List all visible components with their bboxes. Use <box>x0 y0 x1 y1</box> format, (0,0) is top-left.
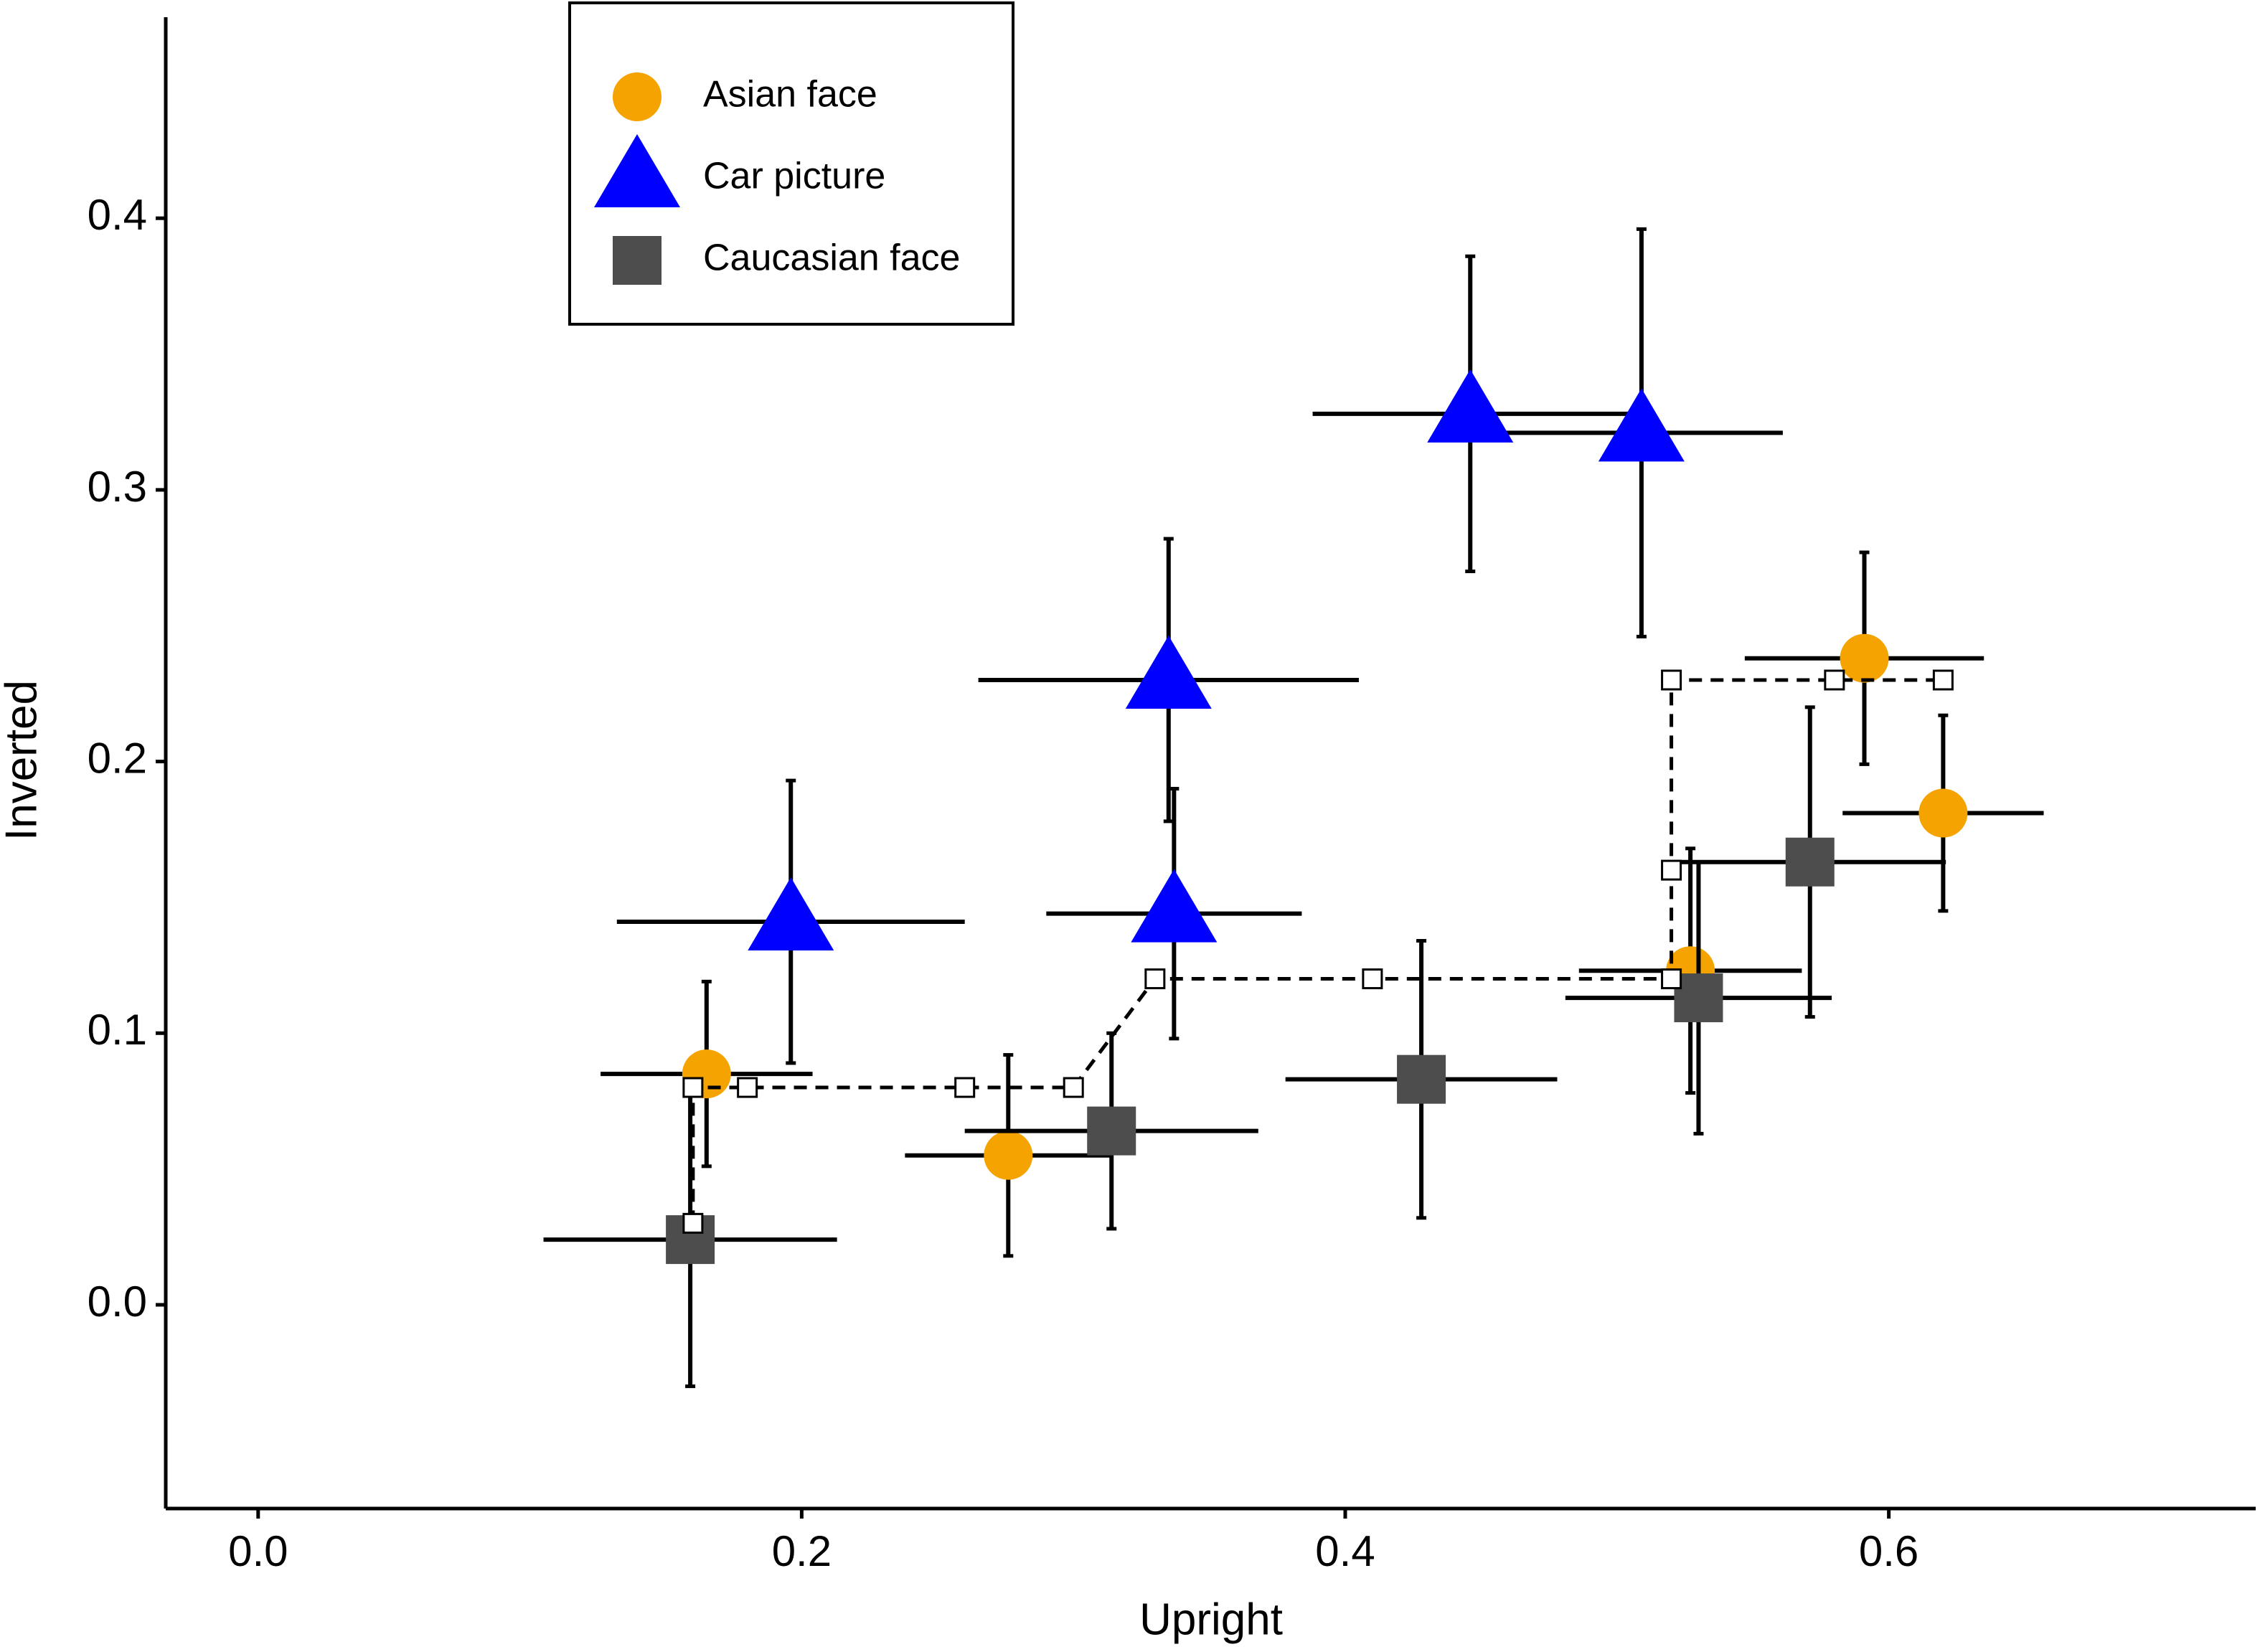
point <box>1840 633 1889 683</box>
y-axis-label: Inverted <box>0 680 46 841</box>
x-axis-label: Upright <box>1139 1595 1283 1644</box>
legend-marker <box>613 236 661 285</box>
point <box>1661 669 1682 691</box>
point <box>1674 973 1723 1023</box>
point <box>1144 968 1166 990</box>
point <box>1932 669 1954 691</box>
point <box>1063 1077 1084 1098</box>
legend-marker <box>594 134 680 207</box>
point <box>1125 636 1212 709</box>
x-tick-label: 0.6 <box>1859 1527 1918 1575</box>
point <box>1131 869 1218 943</box>
legend-label: Asian face <box>703 74 877 115</box>
x-tick-label: 0.0 <box>228 1527 288 1575</box>
point <box>737 1077 758 1098</box>
point <box>1785 837 1835 887</box>
point <box>1598 388 1685 462</box>
point <box>954 1077 976 1098</box>
x-tick-label: 0.4 <box>1315 1527 1375 1575</box>
point <box>1918 788 1968 838</box>
legend: Asian face Car picture Caucasian face <box>568 1 1014 326</box>
point <box>682 1077 704 1098</box>
legend-label: Car picture <box>703 156 885 197</box>
x-tick-label: 0.2 <box>772 1527 832 1575</box>
point <box>1087 1106 1136 1156</box>
step-line <box>691 678 1944 1224</box>
point <box>1427 369 1514 443</box>
point <box>1362 968 1383 990</box>
y-tick-label: 0.1 <box>88 1006 147 1054</box>
point <box>748 877 834 951</box>
point <box>1661 859 1682 881</box>
y-tick-label: 0.2 <box>88 734 147 782</box>
y-tick-label: 0.4 <box>88 191 147 239</box>
y-tick-label: 0.0 <box>88 1278 147 1326</box>
point <box>682 1212 704 1234</box>
point <box>1824 669 1845 691</box>
point <box>1661 968 1682 990</box>
point <box>984 1131 1033 1180</box>
legend-marker <box>613 72 661 121</box>
legend-label: Caucasian face <box>703 237 960 279</box>
point <box>1397 1054 1446 1104</box>
y-tick-label: 0.3 <box>88 463 147 511</box>
